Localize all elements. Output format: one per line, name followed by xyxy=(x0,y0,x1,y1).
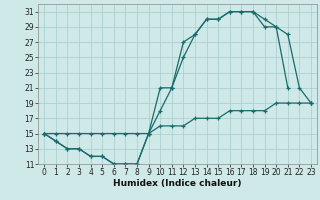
X-axis label: Humidex (Indice chaleur): Humidex (Indice chaleur) xyxy=(113,179,242,188)
